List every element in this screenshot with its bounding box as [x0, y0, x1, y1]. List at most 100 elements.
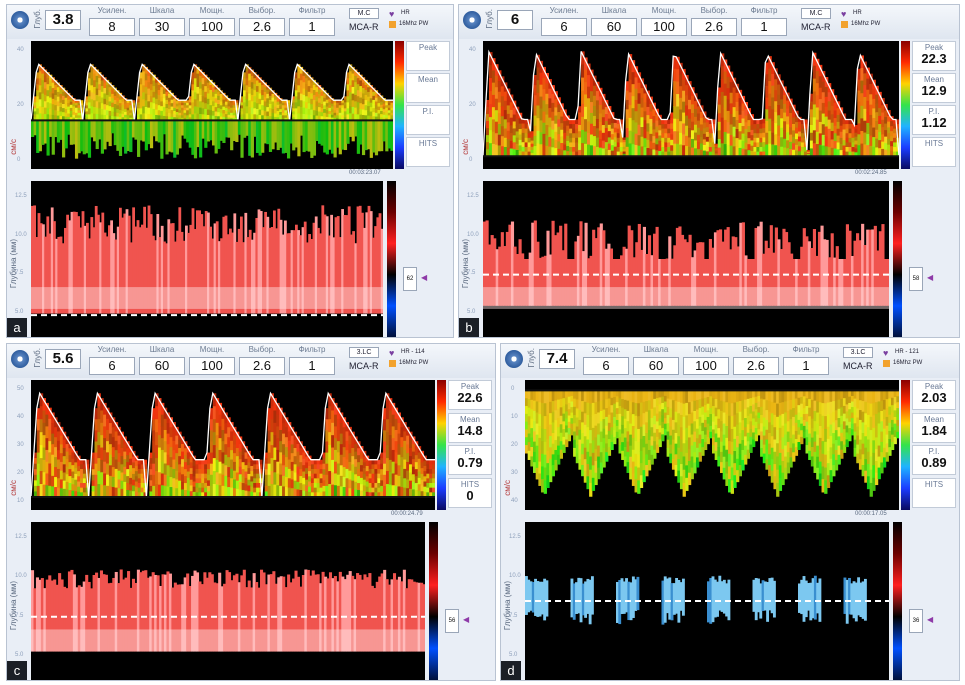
heart-rate: HR — [853, 10, 862, 16]
param-label-scale: Шкала — [149, 6, 175, 15]
mode-button[interactable]: M.C — [801, 8, 831, 19]
param-label-gain: Усилен. — [97, 345, 127, 354]
depth-value[interactable]: 6 — [497, 10, 533, 30]
gate-depth-box[interactable]: 58 — [909, 266, 923, 291]
probe-indicator-icon — [883, 360, 890, 367]
metric-label: Mean — [923, 414, 944, 424]
depth-tick: 10.0 — [509, 573, 521, 580]
param-value-gain[interactable]: 8 — [89, 18, 135, 36]
probe-frequency: 16Mhz PW — [893, 360, 923, 366]
param-value-filter[interactable]: 1 — [289, 18, 335, 36]
velocity-color-scale — [395, 41, 404, 169]
device-logo-icon — [11, 350, 29, 368]
metric-label: Peak — [460, 382, 480, 391]
doppler-panel-c: Глуб. 5.6 Усилен. 6 Шкала 60 Мощн. 100 Выбор. 2.6… — [6, 343, 496, 681]
velocity-tick: 30 — [17, 442, 24, 448]
param-value-power[interactable]: 100 — [189, 357, 235, 375]
depth-tick: 7.5 — [467, 270, 476, 277]
param-value-filter[interactable]: 1 — [783, 357, 829, 375]
param-value-sample[interactable]: 2.6 — [239, 18, 285, 36]
metric-value: 0 — [466, 487, 474, 503]
metric-label: Peak — [418, 43, 438, 52]
param-label-scale: Шкала — [149, 345, 175, 354]
gate-depth-box[interactable]: 62 — [403, 266, 417, 291]
probe-indicator-icon — [389, 360, 396, 367]
param-label-scale: Шкала — [601, 6, 627, 15]
parameter-header: Глуб. 7.4 Усилен. 6 Шкала 60 Мощн. 100 Выбор. 2.6… — [501, 344, 959, 378]
panel-label-a: a — [7, 318, 27, 337]
mode-button[interactable]: 3.LC — [843, 347, 873, 358]
depth-tick: 7.5 — [15, 612, 24, 619]
vessel-label: MCA-R — [349, 22, 379, 32]
depth-axis-label: Глубина (мм) — [503, 581, 512, 631]
probe-indicator-icon — [841, 21, 848, 28]
device-logo-icon — [463, 11, 481, 29]
param-value-sample[interactable]: 2.6 — [239, 357, 285, 375]
heart-icon: ♥ — [841, 9, 847, 19]
metric-label: P.I. — [464, 447, 476, 456]
param-value-gain[interactable]: 6 — [89, 357, 135, 375]
depth-axis-label: Глубина (мм) — [9, 239, 18, 289]
mode-button[interactable]: 3.LC — [349, 347, 379, 358]
device-logo-icon — [505, 350, 523, 368]
depth-tick: 5.0 — [467, 309, 476, 315]
depth-label: Глуб. — [33, 348, 42, 368]
param-label-filter: Фильтр — [298, 6, 326, 15]
heart-rate: HR - 114 — [401, 349, 425, 355]
param-value-sample[interactable]: 2.6 — [691, 18, 737, 36]
metric-mean: Mean 12.9 — [912, 73, 956, 103]
param-value-scale[interactable]: 60 — [591, 18, 637, 36]
param-label-filter: Фильтр — [298, 345, 326, 354]
depth-tick: 10.0 — [15, 231, 27, 238]
depth-axis-label: Глубина (мм) — [461, 239, 470, 289]
timestamp: 00:02:24.85 — [855, 170, 887, 176]
metric-value: 14.8 — [457, 422, 483, 438]
power-m-mode-display — [483, 181, 889, 337]
velocity-tick: 50 — [17, 386, 24, 392]
depth-value[interactable]: 3.8 — [45, 10, 81, 30]
metric-peak: Peak 2.03 — [912, 380, 956, 410]
timestamp: 00:03:23.07 — [349, 170, 381, 176]
depth-tick: 7.5 — [15, 270, 24, 277]
depth-value[interactable]: 5.6 — [45, 349, 81, 369]
param-value-scale[interactable]: 60 — [139, 357, 185, 375]
measurement-panel: Peak 22.6 Mean 14.8 P.I. 0.79 HITS 0 — [448, 380, 494, 510]
param-label-gain: Усилен. — [591, 345, 621, 354]
velocity-tick: 40 — [469, 47, 476, 53]
param-label-power: Мощн. — [693, 345, 719, 354]
param-value-sample[interactable]: 2.6 — [733, 357, 779, 375]
metric-hits: HITS 0 — [448, 477, 492, 508]
param-label-gain: Усилен. — [97, 6, 127, 15]
depth-label: Глуб. — [485, 9, 494, 29]
gate-depth-box[interactable]: 56 — [445, 608, 459, 633]
velocity-tick: 0 — [17, 157, 21, 163]
velocity-tick: 40 — [17, 414, 24, 420]
power-color-scale — [429, 522, 438, 680]
param-label-power: Мощн. — [199, 6, 225, 15]
param-value-scale[interactable]: 30 — [139, 18, 185, 36]
param-value-filter[interactable]: 1 — [741, 18, 787, 36]
depth-value[interactable]: 7.4 — [539, 349, 575, 369]
doppler-panel-a: Глуб. 3.8 Усилен. 8 Шкала 30 Мощн. 100 Выбор. 2.6… — [6, 4, 454, 338]
depth-tick: 7.5 — [509, 612, 518, 619]
param-label-gain: Усилен. — [549, 6, 579, 15]
metric-value: 1.84 — [921, 422, 947, 438]
heart-rate: HR — [401, 10, 410, 16]
metric-value: 2.03 — [921, 390, 947, 405]
param-value-power[interactable]: 100 — [641, 18, 687, 36]
metric-label: Mean — [923, 75, 944, 84]
param-value-scale[interactable]: 60 — [633, 357, 679, 375]
param-value-gain[interactable]: 6 — [583, 357, 629, 375]
param-value-power[interactable]: 100 — [683, 357, 729, 375]
gate-depth-box[interactable]: 36 — [909, 608, 923, 633]
probe-frequency: 16Mhz PW — [399, 360, 429, 366]
metric-value: 22.3 — [921, 51, 947, 66]
metric-label: HITS — [924, 479, 944, 489]
depth-tick: 12.5 — [509, 534, 521, 540]
param-value-gain[interactable]: 6 — [541, 18, 587, 36]
doppler-spectrogram — [31, 380, 435, 510]
mode-button[interactable]: M.C — [349, 8, 379, 19]
param-value-filter[interactable]: 1 — [289, 357, 335, 375]
param-value-power[interactable]: 100 — [189, 18, 235, 36]
depth-tick: 5.0 — [15, 309, 24, 315]
